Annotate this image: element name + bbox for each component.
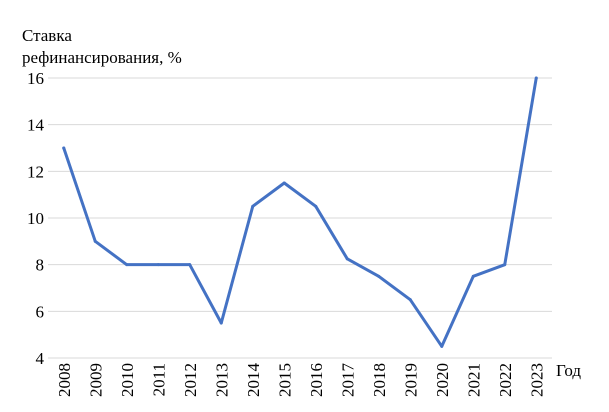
x-tick-label: 2014	[244, 363, 263, 398]
x-tick-label: 2008	[55, 363, 74, 397]
data-point-2019	[408, 298, 412, 302]
y-tick-label: 16	[27, 69, 44, 88]
x-tick-label: 2020	[433, 363, 452, 397]
data-point-2015	[282, 181, 286, 185]
x-tick-label: 2022	[496, 363, 515, 397]
x-tick-label: 2011	[149, 363, 168, 396]
y-tick-label: 4	[36, 349, 45, 368]
x-tick-label: 2010	[118, 363, 137, 397]
data-point-2010	[125, 263, 129, 267]
y-tick-label: 8	[36, 256, 45, 275]
x-tick-label: 2009	[86, 363, 105, 397]
data-point-2023	[534, 76, 538, 80]
data-point-2008	[62, 146, 66, 150]
series-line	[62, 76, 538, 348]
x-tick-label: 2018	[370, 363, 389, 397]
x-tick-labels: 2008 2009 2010 2011 2012 2013 2014 2015 2016 2017…	[55, 363, 547, 398]
data-point-2013	[219, 321, 223, 325]
x-tick-label: 2013	[212, 363, 231, 397]
x-tick-label: 2017	[338, 363, 357, 398]
data-point-2022	[503, 263, 507, 267]
data-point-2020	[440, 344, 444, 348]
x-tick-label: 2012	[181, 363, 200, 397]
x-tick-label: 2021	[464, 363, 483, 397]
x-axis-title: Год	[556, 361, 581, 380]
x-tick-label: 2023	[527, 363, 546, 397]
data-point-2011	[156, 263, 160, 267]
x-tick-label: 2015	[275, 363, 294, 397]
ylabel-line-2: рефинансирования, %	[22, 48, 182, 67]
data-point-2018	[377, 274, 381, 278]
data-point-2017	[345, 257, 349, 261]
x-tick-label: 2016	[307, 363, 326, 397]
y-tick-label: 10	[27, 209, 44, 228]
data-point-2012	[188, 263, 192, 267]
y-tick-label: 14	[27, 116, 45, 135]
y-tick-labels: 4 6 8 10 12 14 16	[27, 69, 45, 368]
gridlines	[48, 77, 552, 359]
data-point-2021	[471, 274, 475, 278]
y-tick-label: 6	[36, 302, 45, 321]
ylabel-line-1: Ставка	[22, 26, 72, 45]
data-point-2016	[314, 204, 318, 208]
x-tick-label: 2019	[401, 363, 420, 397]
y-tick-label: 12	[27, 162, 44, 181]
data-point-2009	[93, 239, 97, 243]
data-point-2014	[251, 204, 255, 208]
series-group	[62, 76, 538, 348]
